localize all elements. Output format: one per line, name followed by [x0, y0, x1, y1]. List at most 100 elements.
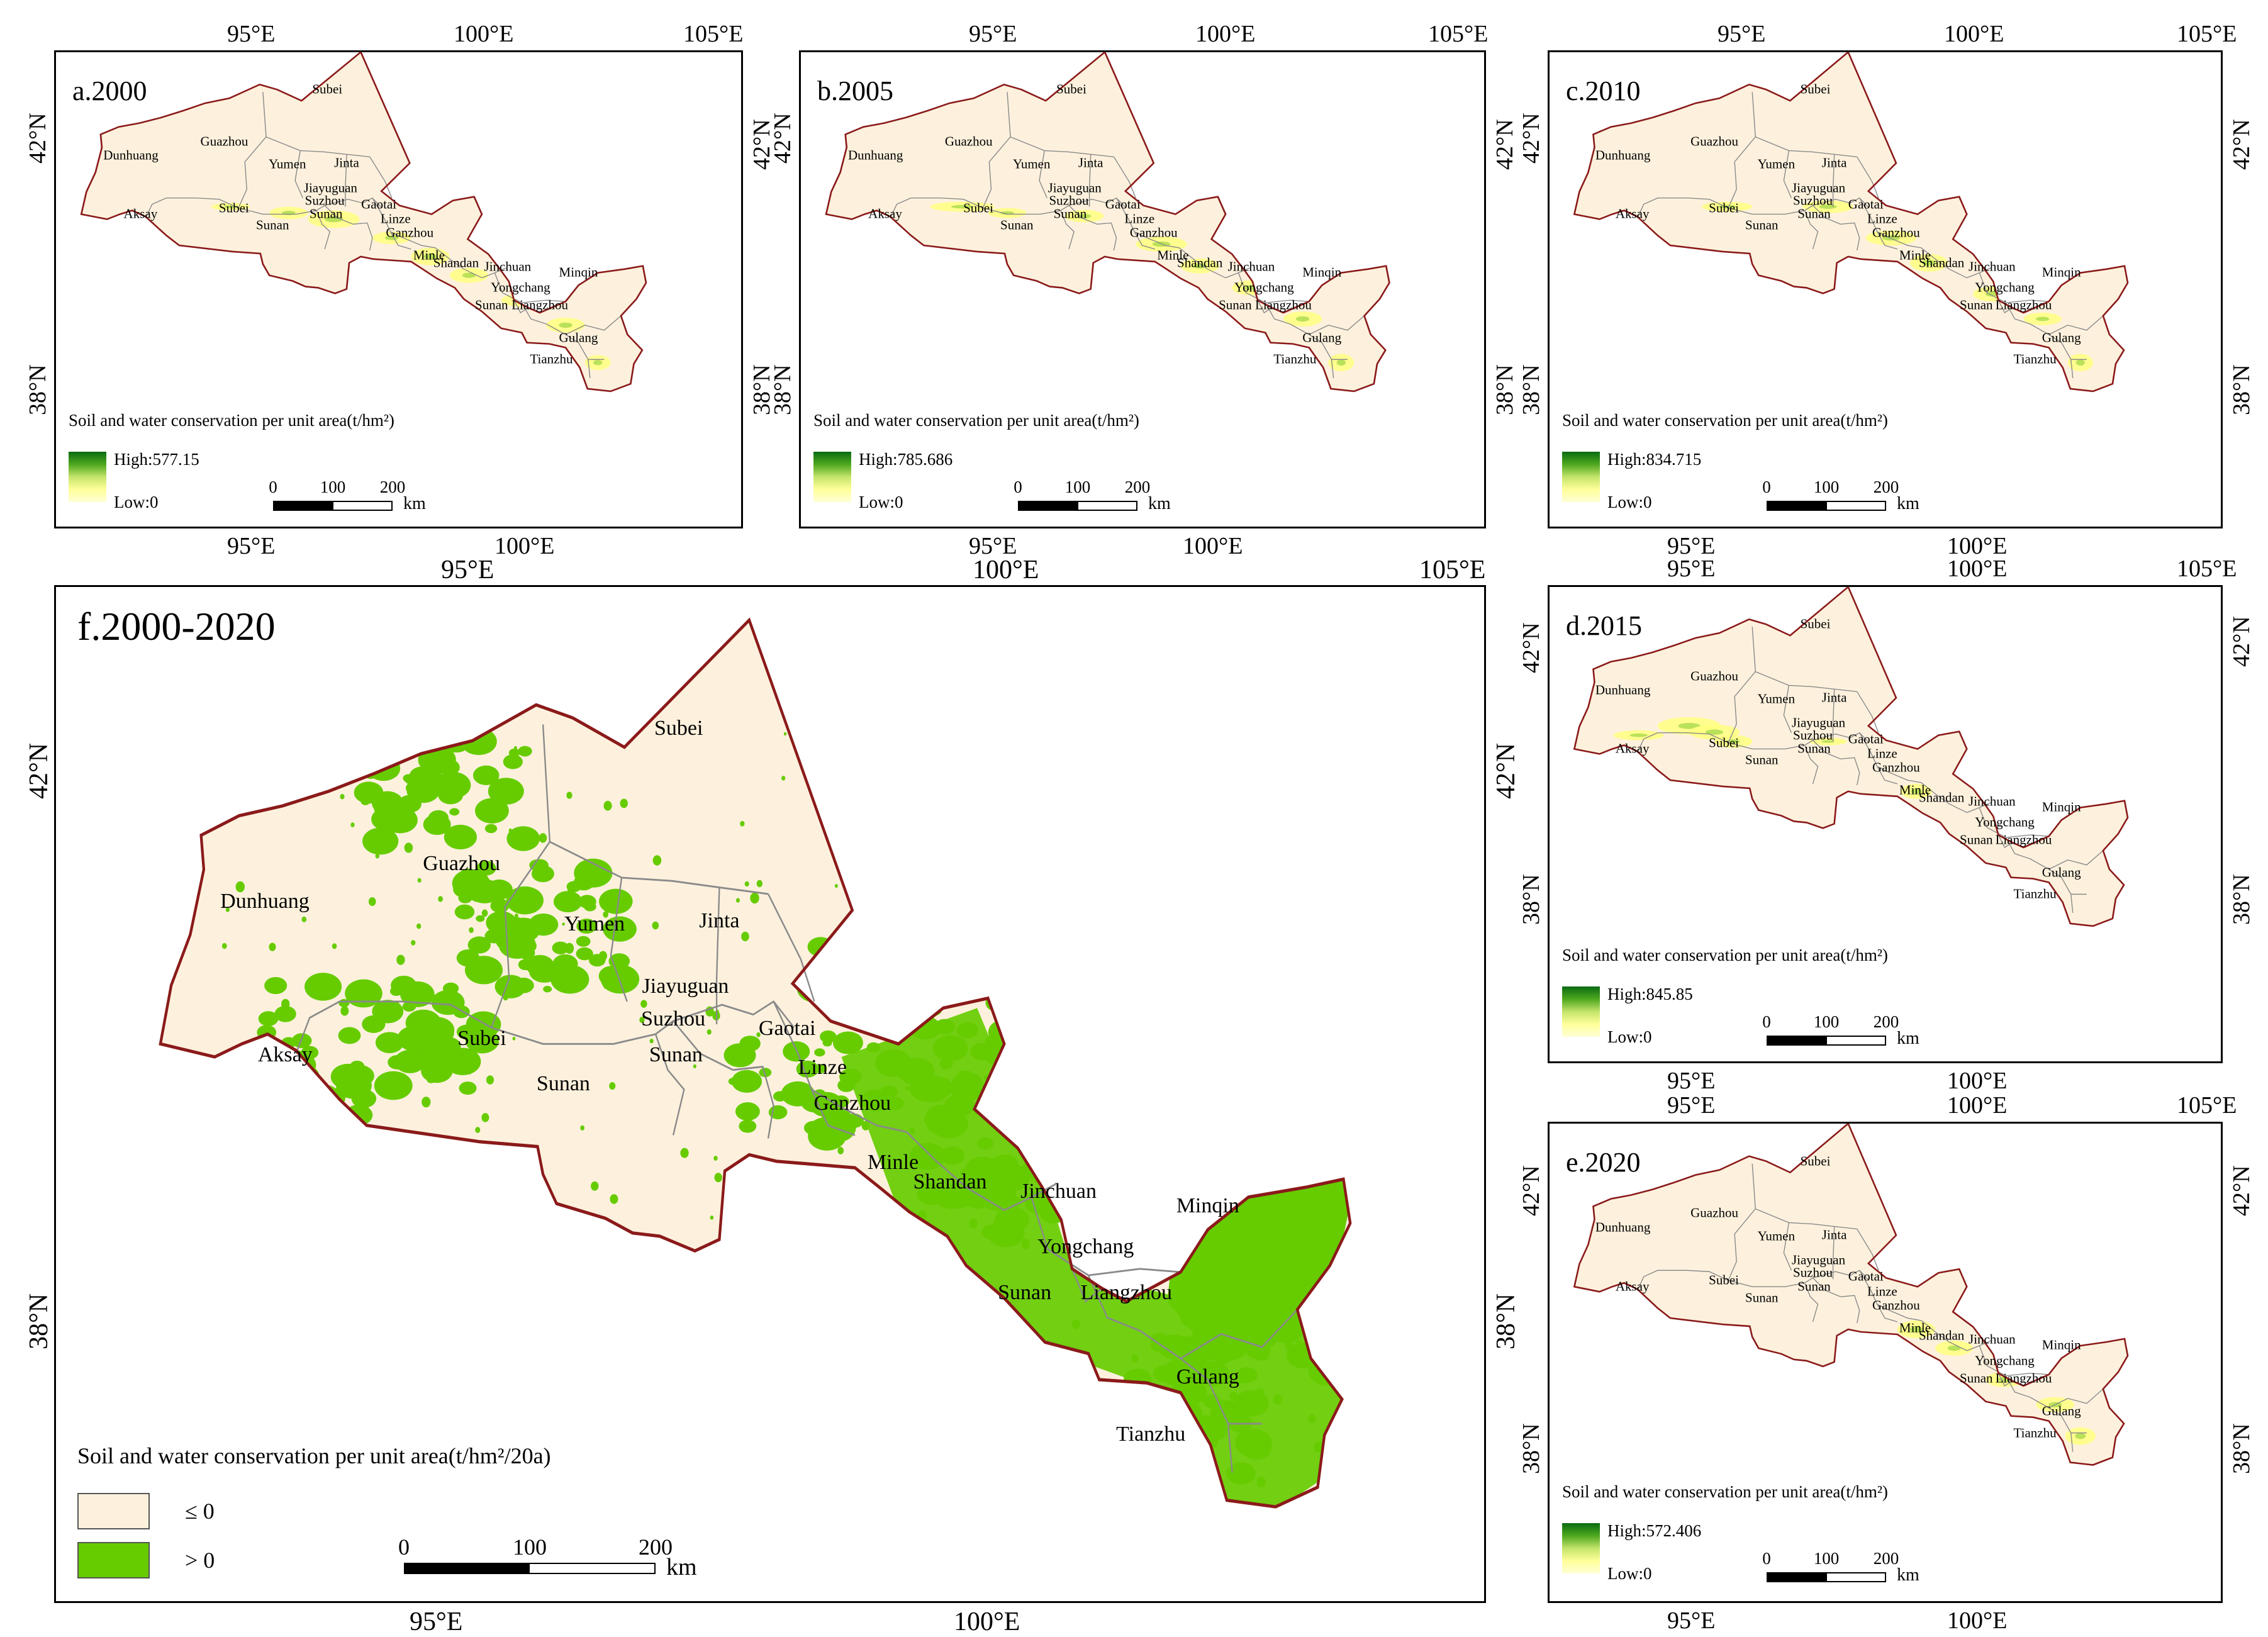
- legend-label-le0: ≤ 0: [185, 1499, 215, 1524]
- legend-low-label: Low:0: [114, 493, 159, 511]
- place-label-sunan3: Sunan: [998, 1280, 1052, 1304]
- scale-label-200: 200: [1873, 478, 1899, 496]
- tick-lon-bottom: 100°E: [1947, 1068, 2008, 1094]
- place-label-sunan3: Sunan: [1960, 832, 1993, 847]
- place-label-yongchang: Yongchang: [1975, 279, 2035, 295]
- place-label-tianzhu: Tianzhu: [1116, 1422, 1186, 1446]
- tick-lon-top: 105°E: [2177, 556, 2237, 582]
- legend-high-label: High:834.715: [1607, 450, 1702, 469]
- legend-title: Soil and water conservation per unit are…: [1562, 946, 1888, 964]
- scale-label-0: 0: [269, 478, 277, 496]
- tick-lon-top: 100°E: [454, 21, 514, 47]
- tick-lat-left: 38°N: [25, 364, 51, 415]
- place-label-subei2: Subei: [1709, 735, 1740, 751]
- place-label-tianzhu: Tianzhu: [530, 351, 573, 367]
- map-e: [1573, 1124, 2129, 1466]
- tick-lon-bottom: 100°E: [1947, 533, 2008, 559]
- place-label-gaotai: Gaotai: [1848, 1268, 1884, 1284]
- place-label-jinchuan: Jinchuan: [1020, 1180, 1097, 1204]
- place-label-ganzhou: Ganzhou: [1872, 225, 1920, 240]
- panel-e: Subei Dunhuang Guazhou Yumen Jinta Jiayuguan S…: [1548, 1122, 2223, 1603]
- place-label-liangzhou: Liangzhou: [1995, 297, 2052, 313]
- tick-lat-left: 42°N: [1518, 622, 1545, 673]
- map-a: [80, 52, 647, 393]
- place-label-liangzhou: Liangzhou: [511, 297, 568, 313]
- place-label-dunhuang: Dunhuang: [1595, 147, 1651, 163]
- legend-label-gt0: > 0: [185, 1548, 215, 1573]
- place-label-yumen: Yumen: [1013, 156, 1051, 172]
- place-label-sunan: Sunan: [309, 206, 343, 221]
- tick-lat-right: 42°N: [1492, 119, 1518, 170]
- panel-title: d.2015: [1566, 610, 1642, 641]
- place-label-sunan2: Sunan: [536, 1072, 590, 1096]
- legend-high-label: High:577.15: [114, 450, 199, 469]
- legend-color-ramp: [813, 452, 851, 502]
- place-label-sunan2: Sunan: [255, 217, 289, 233]
- place-label-yongchang: Yongchang: [1037, 1235, 1134, 1259]
- place-label-minqin: Minqin: [2042, 1337, 2081, 1353]
- place-label-subei: Subei: [654, 717, 703, 740]
- place-label-tianzhu: Tianzhu: [2013, 351, 2057, 367]
- place-label-jinta: Jinta: [1821, 1227, 1847, 1243]
- place-label-sunan2: Sunan: [1745, 752, 1779, 768]
- scale-unit: km: [1897, 1565, 1919, 1585]
- legend-swatch-gt0: [77, 1542, 150, 1578]
- place-label-ganzhou: Ganzhou: [1129, 225, 1178, 240]
- legend-color-ramp: [1562, 1523, 1600, 1573]
- legend-low-label: Low:0: [1607, 1027, 1652, 1046]
- tick-lon-top: 105°E: [1419, 556, 1486, 584]
- scale-label-100: 100: [1064, 478, 1091, 496]
- tick-lat-left: 38°N: [769, 364, 796, 415]
- scale-label-200: 200: [379, 478, 406, 496]
- place-label-shandan: Shandan: [433, 255, 479, 271]
- place-label-yumen: Yumen: [564, 912, 625, 936]
- place-label-ganzhou: Ganzhou: [386, 225, 434, 240]
- tick-lon-top: 95°E: [227, 21, 276, 47]
- place-label-sunan2: Sunan: [1000, 217, 1034, 233]
- place-label-dunhuang: Dunhuang: [1595, 682, 1651, 698]
- map-f: [159, 617, 1352, 1509]
- scale-bar: [1018, 501, 1137, 511]
- place-label-gulang: Gulang: [559, 330, 598, 345]
- tick-lat-left: 42°N: [769, 113, 796, 164]
- place-label-yongchang: Yongchang: [1975, 814, 2035, 830]
- map-b: [825, 52, 1390, 393]
- place-label-subei2: Subei: [963, 200, 993, 216]
- place-label-shandan: Shandan: [1918, 255, 1965, 271]
- place-label-aksay: Aksay: [1615, 1278, 1650, 1294]
- place-label-guazhou: Guazhou: [200, 133, 249, 149]
- place-label-jinchuan: Jinchuan: [1227, 259, 1275, 274]
- panel-a: Subei Dunhuang Guazhou Yumen Jinta Jiayuguan S…: [54, 50, 743, 528]
- tick-lon-top: 100°E: [1195, 21, 1256, 47]
- scale-bar: [273, 501, 393, 511]
- place-label-gulang: Gulang: [1302, 330, 1342, 345]
- place-label-jinta: Jinta: [1821, 690, 1847, 705]
- panel-d: Subei Dunhuang Guazhou Yumen Jinta Jiayuguan S…: [1548, 585, 2223, 1063]
- place-label-jiayuguan: Jiayuguan: [1047, 180, 1102, 196]
- place-label-sunan3: Sunan: [1219, 297, 1252, 313]
- legend-color-ramp: [1562, 452, 1600, 502]
- place-label-subei: Subei: [1800, 616, 1831, 632]
- tick-lat-right: 42°N: [1492, 742, 1521, 799]
- tick-lon-top: 105°E: [683, 21, 744, 47]
- tick-lon-top: 100°E: [1944, 21, 2004, 47]
- place-label-linze: Linze: [1867, 1283, 1897, 1299]
- place-label-minqin: Minqin: [1302, 264, 1342, 280]
- scale-unit: km: [666, 1554, 697, 1580]
- place-label-tianzhu: Tianzhu: [2013, 886, 2057, 902]
- place-label-sunan: Sunan: [1797, 206, 1831, 221]
- scale-label-0: 0: [398, 1534, 410, 1560]
- tick-lat-left: 42°N: [25, 113, 51, 164]
- place-label-yumen: Yumen: [1757, 156, 1796, 172]
- place-label-ganzhou: Ganzhou: [1872, 759, 1920, 775]
- tick-lon-top: 100°E: [973, 556, 1039, 584]
- tick-lat-right: 38°N: [2228, 874, 2255, 925]
- place-label-minle: Minle: [867, 1150, 919, 1174]
- scale-unit: km: [1897, 494, 1919, 513]
- tick-lon-top: 95°E: [1667, 556, 1716, 582]
- tick-lon-top: 95°E: [969, 21, 1017, 47]
- tick-lon-top: 100°E: [1947, 1092, 2008, 1119]
- tick-lat-left: 38°N: [1518, 1423, 1545, 1474]
- tick-lat-left: 42°N: [1518, 113, 1545, 164]
- scale-unit: km: [1897, 1029, 1919, 1048]
